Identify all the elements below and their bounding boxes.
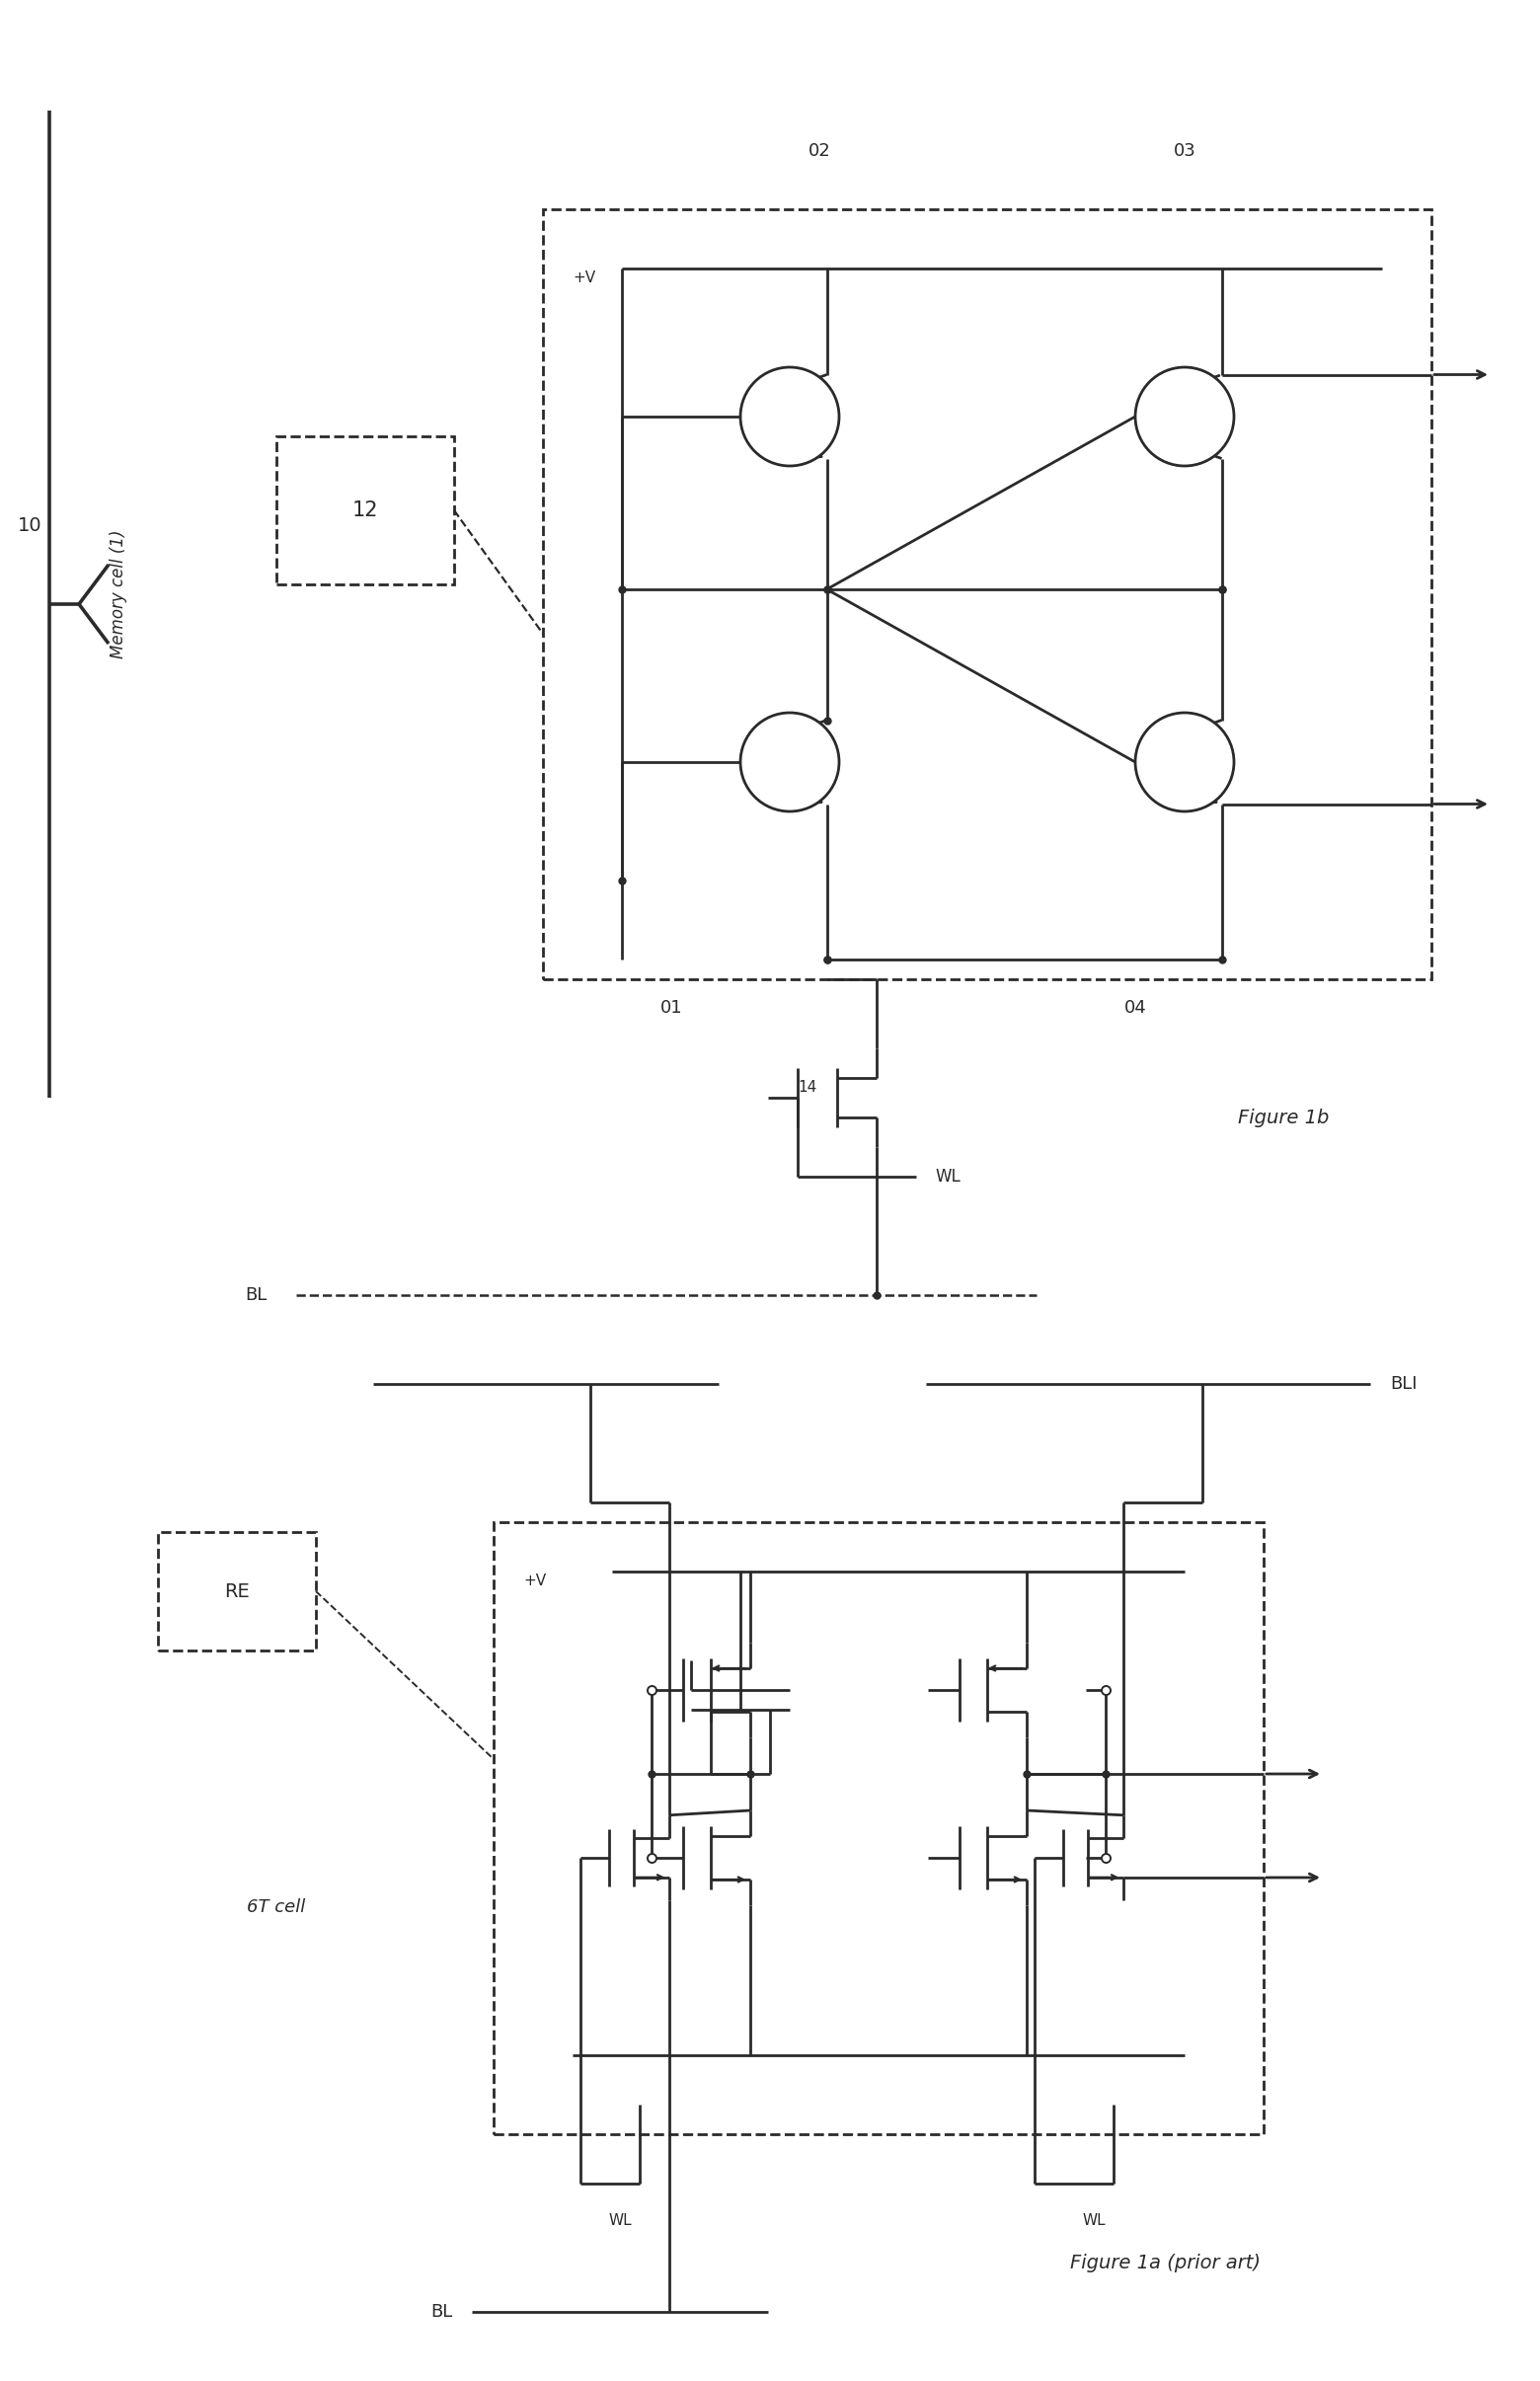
Text: WL: WL — [1083, 2214, 1106, 2229]
Text: +V: +V — [524, 1574, 547, 1588]
Bar — [494, 1521, 1264, 2133]
Bar — [544, 210, 1431, 979]
Text: BLI: BLI — [1391, 1376, 1417, 1393]
Text: 14: 14 — [798, 1081, 816, 1095]
Text: 03: 03 — [1173, 143, 1197, 160]
Text: 6T cell: 6T cell — [246, 1898, 305, 1917]
Text: Figure 1a (prior art): Figure 1a (prior art) — [1070, 2252, 1260, 2271]
Text: 10: 10 — [17, 517, 42, 536]
Text: Figure 1b: Figure 1b — [1238, 1107, 1329, 1126]
Circle shape — [1135, 367, 1234, 467]
Circle shape — [741, 367, 839, 467]
Text: BL: BL — [245, 1286, 266, 1305]
Bar — [276, 436, 454, 583]
Text: WL: WL — [608, 2214, 631, 2229]
Bar — [159, 1531, 316, 1650]
Text: 12: 12 — [353, 500, 379, 519]
Text: 04: 04 — [1124, 1000, 1146, 1017]
Circle shape — [1135, 712, 1234, 812]
Text: 01: 01 — [661, 1000, 682, 1017]
Text: 02: 02 — [808, 143, 830, 160]
Text: Memory cell (1): Memory cell (1) — [109, 531, 128, 660]
Text: +V: +V — [573, 271, 596, 286]
Circle shape — [741, 712, 839, 812]
Text: WL: WL — [935, 1167, 961, 1186]
Text: BL: BL — [430, 2302, 453, 2321]
Text: RE: RE — [225, 1581, 249, 1600]
